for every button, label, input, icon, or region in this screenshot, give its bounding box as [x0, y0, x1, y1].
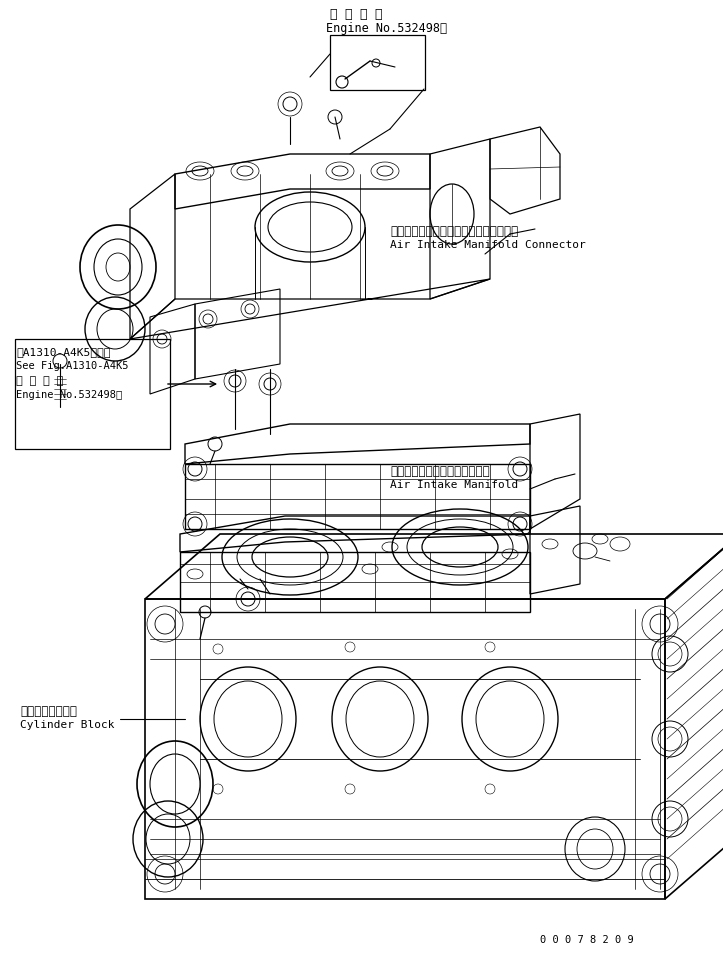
- Text: 第A1310-A4K5図参照: 第A1310-A4K5図参照: [16, 347, 111, 356]
- Text: 適 用 号 機: 適 用 号 機: [330, 8, 382, 21]
- Bar: [15, 339, 170, 450]
- Text: 適 用 号 機: 適 用 号 機: [16, 375, 63, 386]
- Text: Cylinder Block: Cylinder Block: [20, 720, 114, 729]
- Text: 0 0 0 7 8 2 0 9: 0 0 0 7 8 2 0 9: [540, 934, 634, 944]
- Text: See Fig.A1310-A4K5: See Fig.A1310-A4K5: [16, 360, 129, 371]
- Text: シリンダブロック: シリンダブロック: [20, 704, 77, 718]
- Bar: [145, 599, 665, 899]
- Bar: [185, 464, 530, 530]
- Text: エアーインテークマニホールドコネクタ: エアーインテークマニホールドコネクタ: [390, 225, 518, 237]
- Text: Engine No.532498～: Engine No.532498～: [16, 390, 122, 399]
- Bar: [180, 553, 530, 613]
- Text: Engine No.532498～: Engine No.532498～: [326, 22, 447, 35]
- Bar: [330, 36, 425, 91]
- Text: Air Intake Manifold Connector: Air Intake Manifold Connector: [390, 240, 586, 250]
- Text: Air Intake Manifold: Air Intake Manifold: [390, 479, 518, 490]
- Text: エアーインテークマニホールド: エアーインテークマニホールド: [390, 464, 489, 477]
